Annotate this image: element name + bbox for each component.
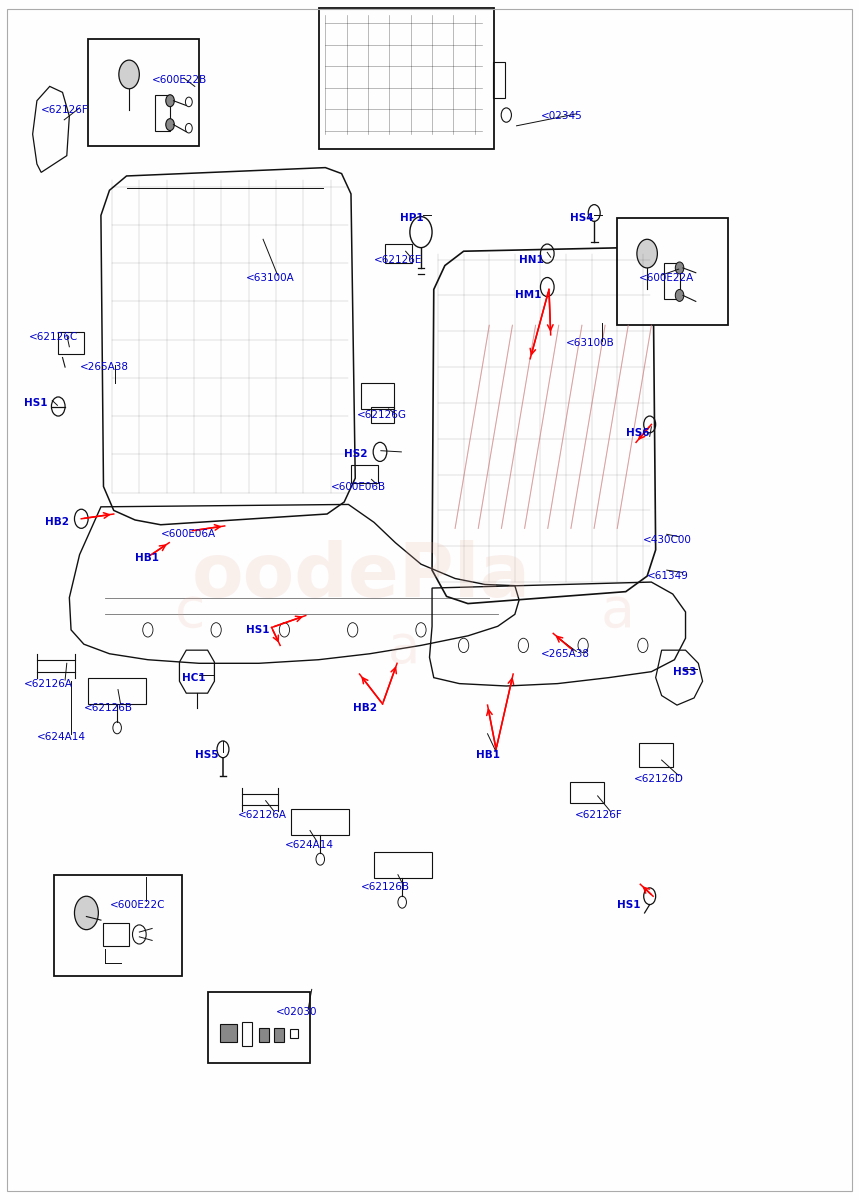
Text: <62126C: <62126C <box>28 332 77 342</box>
Bar <box>362 383 393 409</box>
Bar <box>385 244 412 263</box>
Bar <box>103 923 129 947</box>
Text: HB1: HB1 <box>135 553 159 563</box>
Text: oodePla: oodePla <box>192 540 531 613</box>
Circle shape <box>675 289 684 301</box>
Circle shape <box>675 262 684 274</box>
Circle shape <box>166 95 174 107</box>
Text: HC1: HC1 <box>182 673 205 683</box>
Bar <box>88 678 146 704</box>
Text: HB2: HB2 <box>353 702 377 713</box>
Text: <62126D: <62126D <box>634 774 685 784</box>
Text: <624A14: <624A14 <box>37 732 86 743</box>
Text: <62126E: <62126E <box>374 254 423 264</box>
Text: HB2: HB2 <box>46 517 70 527</box>
Circle shape <box>166 119 174 131</box>
Text: <430C00: <430C00 <box>643 535 691 545</box>
Text: <624A14: <624A14 <box>284 840 333 850</box>
Text: <62126A: <62126A <box>24 679 73 689</box>
Bar <box>241 1021 252 1045</box>
Bar <box>638 743 673 767</box>
Circle shape <box>75 896 99 930</box>
Text: <02345: <02345 <box>540 112 582 121</box>
Bar <box>58 332 84 354</box>
Text: HS1: HS1 <box>246 625 270 635</box>
Text: <600E06A: <600E06A <box>161 529 216 539</box>
Circle shape <box>119 60 139 89</box>
Text: HB1: HB1 <box>477 750 501 761</box>
Bar <box>618 217 728 325</box>
Text: a: a <box>387 622 420 673</box>
Bar <box>664 263 679 299</box>
Bar <box>493 62 505 98</box>
Text: <62126B: <62126B <box>84 702 133 713</box>
Text: HS1: HS1 <box>618 900 641 910</box>
Bar <box>351 466 378 482</box>
Text: HS1: HS1 <box>24 398 47 408</box>
Bar <box>155 95 170 131</box>
Text: <61349: <61349 <box>647 571 689 581</box>
Bar <box>274 1027 284 1042</box>
Text: HS6: HS6 <box>626 427 649 438</box>
Text: <265A38: <265A38 <box>80 362 129 372</box>
Bar <box>289 1028 298 1038</box>
Text: <600E22B: <600E22B <box>152 76 207 85</box>
Text: <62126F: <62126F <box>41 106 89 115</box>
Text: c: c <box>175 584 206 638</box>
Bar <box>221 1024 237 1042</box>
Bar <box>319 7 494 149</box>
Text: <63100B: <63100B <box>566 338 615 348</box>
Circle shape <box>637 239 657 268</box>
Text: <63100A: <63100A <box>246 272 295 282</box>
Bar <box>208 991 310 1063</box>
Text: <600E22C: <600E22C <box>109 900 165 910</box>
Bar <box>259 1027 269 1042</box>
Text: HS5: HS5 <box>195 750 218 761</box>
Text: <62126G: <62126G <box>357 410 407 420</box>
Bar <box>570 781 605 803</box>
Bar <box>54 875 182 977</box>
Text: HS2: HS2 <box>344 449 368 460</box>
Text: <600E22A: <600E22A <box>638 272 694 282</box>
Bar <box>374 852 432 878</box>
Bar <box>291 809 350 835</box>
Text: HS3: HS3 <box>673 667 697 677</box>
Text: HM1: HM1 <box>515 290 541 300</box>
Text: <62126A: <62126A <box>237 810 286 820</box>
Text: <265A38: <265A38 <box>540 649 589 659</box>
Text: <02030: <02030 <box>276 1007 317 1018</box>
Text: <600E06B: <600E06B <box>332 481 387 492</box>
Text: a: a <box>600 584 634 638</box>
Bar <box>371 407 393 424</box>
Text: <62126F: <62126F <box>575 810 622 820</box>
Bar <box>88 38 199 146</box>
Text: <62126B: <62126B <box>362 882 411 892</box>
Text: HS4: HS4 <box>570 212 594 223</box>
Text: HP1: HP1 <box>399 212 423 223</box>
Text: HN1: HN1 <box>519 254 544 264</box>
